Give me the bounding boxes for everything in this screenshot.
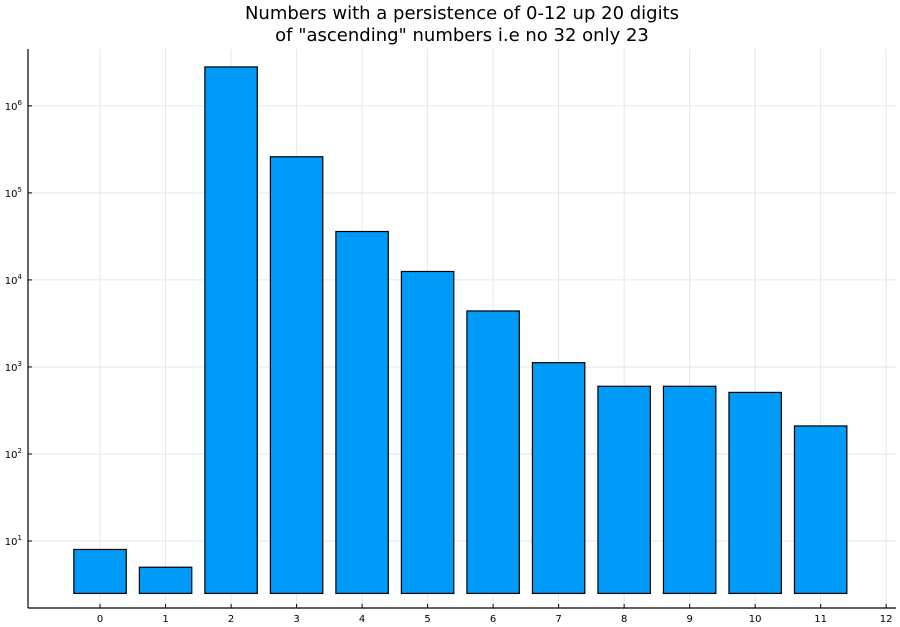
y-tick-label-base: 10 [5,276,18,287]
x-tick-label: 1 [162,614,168,625]
bar-0 [73,548,127,595]
y-tick-label-exponent: 2 [18,447,22,455]
y-tick-label-base: 10 [5,102,18,113]
y-tick-label-exponent: 6 [18,99,23,107]
x-tick-label: 12 [880,614,893,625]
chart-title-line-2: of "ascending" numbers i.e no 32 only 23 [275,25,649,46]
chart-title-line-1: Numbers with a persistence of 0-12 up 20… [245,3,679,24]
x-tick-label: 3 [293,614,299,625]
x-tick-label: 4 [359,614,365,625]
y-tick-label-base: 10 [5,450,18,461]
y-tick-label: 102 [5,447,22,461]
x-tick-label: 2 [228,614,234,625]
x-tick-label: 11 [814,614,827,625]
x-tick-label: 0 [97,614,103,625]
bar-7 [531,362,586,595]
y-tick-label: 103 [5,360,22,374]
bar-6 [466,310,520,595]
x-tick-label: 8 [621,614,627,625]
x-tick-label: 5 [424,614,430,625]
y-tick-label-exponent: 5 [18,186,22,194]
x-tick-label: 7 [555,614,561,625]
y-tick-label: 106 [5,99,23,113]
bar-2 [204,66,258,595]
bar-3 [269,156,324,595]
y-tick-label-exponent: 4 [18,273,23,281]
y-tick-label-exponent: 1 [18,534,22,542]
bar-11 [793,425,848,595]
x-tick-labels: 0 1 2 3 4 5 6 7 8 9 10 11 12 [97,614,893,625]
chart-title: Numbers with a persistence of 0-12 up 20… [245,3,679,46]
x-tick-label: 10 [749,614,762,625]
x-tick-label: 9 [686,614,692,625]
y-tick-label-base: 10 [5,189,18,200]
x-tick-label: 6 [490,614,496,625]
bar-8 [597,385,651,595]
axes [27,49,896,609]
y-tick-label-exponent: 3 [18,360,22,368]
bar-1 [138,566,193,595]
bar-9 [662,385,717,595]
y-tick-label-base: 10 [5,537,18,548]
y-tick-label-base: 10 [5,363,18,374]
y-tick-label: 101 [5,534,22,548]
y-tick-label: 104 [5,273,23,287]
bar-5 [400,270,455,595]
bar-10 [728,391,782,595]
y-tick-label: 105 [5,186,22,200]
bar-4 [335,230,389,595]
bars [73,66,848,595]
